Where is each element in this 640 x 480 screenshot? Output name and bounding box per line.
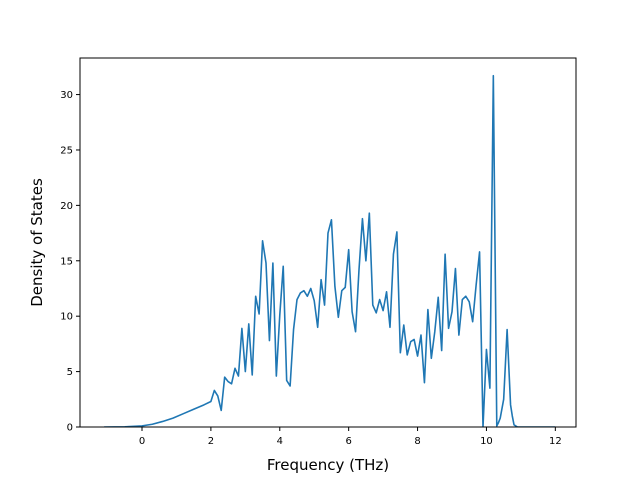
x-tick-label: 0 — [139, 436, 145, 447]
y-tick-label: 10 — [60, 312, 73, 323]
x-tick-label: 2 — [208, 436, 214, 447]
y-tick-label: 15 — [60, 256, 73, 267]
x-tick-label: 4 — [277, 436, 283, 447]
y-tick-label: 0 — [67, 423, 73, 434]
y-tick-label: 20 — [60, 201, 73, 212]
y-axis: 0 5 10 15 20 25 30 — [60, 90, 80, 434]
series-line-0 — [104, 74, 556, 427]
x-tick-label: 6 — [345, 436, 351, 447]
y-tick-label: 5 — [67, 367, 73, 378]
x-tick-label: 10 — [480, 436, 493, 447]
x-axis: 0 2 4 6 8 10 12 — [139, 427, 562, 447]
y-tick-label: 25 — [60, 145, 73, 156]
x-tick-label: 12 — [549, 436, 562, 447]
axes-frame — [79, 57, 577, 428]
x-tick-label: 8 — [414, 436, 420, 447]
x-axis-label: Frequency (THz) — [267, 456, 389, 474]
y-axis-label: Density of States — [28, 178, 46, 307]
plot-area — [104, 74, 556, 427]
y-tick-label: 30 — [60, 90, 73, 101]
